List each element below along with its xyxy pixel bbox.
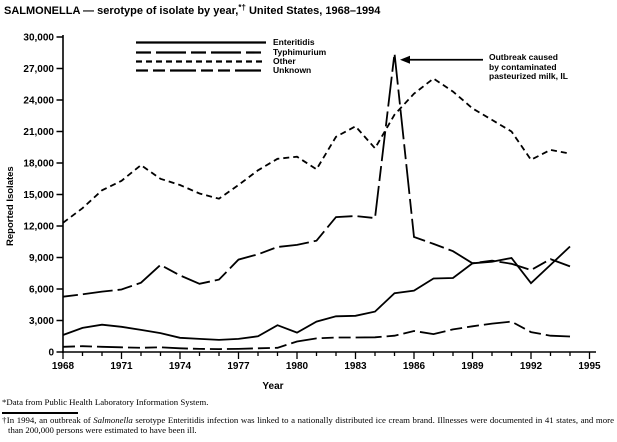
y-axis-title: Reported Isolates [5,166,16,246]
footnote-2-prefix: †In 1994, an outbreak of [2,415,94,425]
x-tick-label: 1992 [520,361,543,372]
series-line-typhimurium [62,53,571,298]
legend-line-sample-enteritidis [136,41,266,44]
y-tick-label: 9,000 [29,253,54,264]
y-tick-label: 18,000 [23,159,54,170]
annotation-arrowhead [400,55,410,64]
x-tick-label: 1986 [403,361,426,372]
legend-line-sample-typhimurium [136,50,266,54]
y-tick-label: 24,000 [23,96,54,107]
legend: Enteritidis Typhimurium Other Unknown [135,38,326,76]
y-tick-label: 27,000 [23,64,54,75]
y-tick-label: 0 [48,348,54,359]
x-tick-label: 1974 [169,361,192,372]
legend-label-enteritidis: Enteritidis [273,37,315,48]
series-line-other [62,77,571,224]
footnote-ice-cream-outbreak: †In 1994, an outbreak of Salmonella sero… [2,415,614,436]
x-tick-label: 1995 [578,361,601,372]
legend-item-other: Other [135,55,326,66]
footnote-data-source: *Data from Public Health Laboratory Info… [2,397,209,407]
annotation-line-2: by contaminated [489,61,557,72]
legend-label-typhimurium: Typhimurium [273,46,327,57]
x-axis-title: Year [262,381,284,392]
legend-line-sample-unknown [136,69,266,72]
y-tick-label: 21,000 [23,127,54,138]
chart-title-main: SALMONELLA — serotype of isolate by year… [4,5,239,17]
line-chart-canvas: 0 3,000 6,000 9,000 12,000 15,000 18,000 21,000… [23,33,601,373]
chart-title: SALMONELLA — serotype of isolate by year… [4,3,380,17]
footnote-2-suffix: serotype Enteritidis infection was linke… [8,415,614,435]
series-line-unknown [62,320,571,351]
legend-line-sample-other [136,60,266,63]
footnote-2-italic-salmonella: Salmonella [93,415,133,425]
y-tick-label: 6,000 [29,285,54,296]
y-tick-label: 15,000 [23,190,54,201]
x-tick-label: 1971 [110,361,133,372]
y-tick-label: 12,000 [23,222,54,233]
x-tick-label: 1980 [286,361,309,372]
x-tick-label: 1989 [461,361,484,372]
x-tick-label: 1977 [227,361,250,372]
y-tick-label: 30,000 [23,33,54,44]
legend-item-typhimurium: Typhimurium [135,47,326,56]
footnote-separator-rule [2,412,78,414]
outbreak-annotation: Outbreak caused by contaminated pasteuri… [489,52,568,82]
x-tick-label: 1983 [344,361,367,372]
annotation-line-1: Outbreak caused [489,52,558,62]
y-tick-label: 3,000 [29,316,54,327]
annotation-line-3: pasteurized milk, IL [489,71,568,82]
chart-title-tail: United States, 1968–1994 [245,5,381,17]
legend-label-unknown: Unknown [273,65,312,76]
legend-item-enteritidis: Enteritidis [135,38,326,47]
x-tick-label: 1968 [52,361,75,372]
chart-title-footnote-marker: *† [238,3,246,12]
legend-label-other: Other [273,55,296,66]
legend-item-unknown: Unknown [135,66,326,75]
